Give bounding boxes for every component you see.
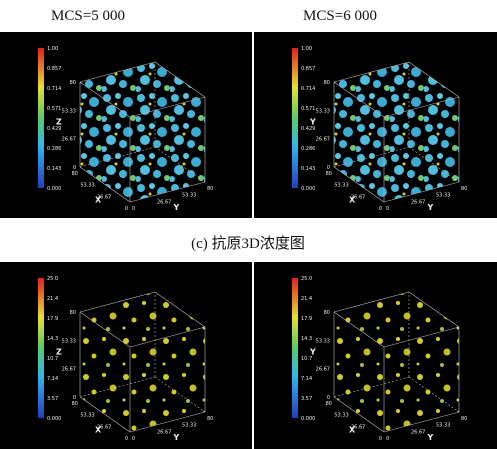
- colorbar: [38, 48, 44, 188]
- axis-tick-label: 0: [379, 436, 382, 442]
- colorbar-tick-label: 14.3: [301, 336, 312, 342]
- axis-tick-label: 53.33: [80, 183, 94, 189]
- colorbar-tick-label: 1.00: [301, 46, 312, 52]
- colorbar-tick-label: 3.57: [47, 396, 58, 402]
- colorbar-tick-label: 0.143: [301, 166, 315, 172]
- colorbar-tick-label: 0.000: [301, 186, 315, 192]
- colorbar-tick-label: 0.286: [301, 146, 315, 152]
- axis-tick-label: 53.33: [316, 108, 330, 114]
- axis-tick-label: 53.33: [182, 193, 196, 199]
- axis-tick-label: 0: [132, 206, 135, 212]
- colorbar-tick-label: 10.7: [47, 356, 58, 362]
- figure: MCS=5 000 MCS=6 000 (c) 抗原3D浓度图 1.00 0.85…: [0, 0, 497, 449]
- axis-tick-label: 53.33: [436, 193, 450, 199]
- colorbar-tick-label: 7.14: [47, 376, 58, 382]
- axis-tick-label: 80: [326, 401, 332, 407]
- axis-tick-label: 26.67: [62, 137, 76, 143]
- colorbar-tick-label: 25.0: [301, 276, 312, 282]
- axis-tick-label: 80: [461, 416, 467, 422]
- axis-tick-label: 26.67: [316, 367, 330, 373]
- axis-name: X: [95, 196, 102, 205]
- axis-tick-label: 0: [379, 206, 382, 212]
- colorbar-tick-label: 0.000: [301, 416, 315, 422]
- axis-tick-label: 80: [70, 80, 76, 86]
- axis-tick-label: 26.67: [316, 137, 330, 143]
- axis-tick-label: 80: [461, 186, 467, 192]
- panel: 1.00 0.857 0.714 0.571 0.429 0.286 0.143 0.000 8…: [0, 32, 252, 218]
- colorbar: [292, 278, 298, 418]
- axis-tick-label: 26.67: [411, 199, 425, 205]
- axis-tick-label: 0: [386, 206, 389, 212]
- axis-name: Y: [309, 348, 316, 357]
- caption: (c) 抗原3D浓度图: [191, 235, 305, 252]
- axis-name: Y: [173, 433, 180, 442]
- axis-tick-label: 53.33: [334, 183, 348, 189]
- colorbar-tick-label: 3.57: [301, 396, 312, 402]
- axis-name: Y: [427, 433, 434, 442]
- axis-tick-label: 80: [324, 80, 330, 86]
- axis-tick-label: 26.67: [157, 199, 171, 205]
- colorbar-tick-label: 0.857: [301, 66, 315, 72]
- axis-tick-label: 80: [207, 186, 213, 192]
- axis-tick-label: 80: [70, 310, 76, 316]
- panel: 25.021.417.914.310.77.143.570.0008053.33…: [0, 262, 252, 449]
- colorbar-tick-label: 1.00: [47, 46, 58, 52]
- axis-tick-label: 53.33: [80, 413, 94, 419]
- colorbar-tick-label: 0.429: [301, 126, 315, 132]
- axis-name: Z: [56, 348, 62, 357]
- colorbar-tick-label: 0.286: [47, 146, 61, 152]
- axis-tick-label: 53.33: [436, 423, 450, 429]
- colorbar-tick-label: 25.0: [47, 276, 58, 282]
- axis-tick-label: 26.67: [62, 367, 76, 373]
- axis-tick-label: 0: [386, 436, 389, 442]
- axis-name: X: [349, 426, 356, 435]
- axis-tick-label: 53.33: [316, 338, 330, 344]
- colorbar-tick-label: 0.000: [47, 186, 61, 192]
- axis-name: Z: [56, 118, 62, 127]
- panel: 1.00 0.857 0.714 0.571 0.429 0.286 0.143 0.000 8…: [254, 32, 497, 218]
- axis-tick-label: 80: [207, 416, 213, 422]
- colorbar: [38, 278, 44, 418]
- axis-tick-label: 0: [132, 436, 135, 442]
- column-label: MCS=6 000: [303, 8, 377, 24]
- axis-tick-label: 80: [324, 310, 330, 316]
- axis-tick-label: 53.33: [62, 338, 76, 344]
- axis-tick-label: 26.67: [157, 429, 171, 435]
- axis-name: X: [95, 426, 102, 435]
- axis-tick-label: 26.67: [411, 429, 425, 435]
- colorbar-tick-label: 10.7: [301, 356, 312, 362]
- colorbar-tick-label: 0.000: [47, 416, 61, 422]
- colorbar-tick-label: 0.571: [47, 106, 61, 112]
- axis-tick-label: 80: [72, 401, 78, 407]
- axis-tick-label: 0: [125, 206, 128, 212]
- axis-name: Y: [427, 203, 434, 212]
- column-label: MCS=5 000: [51, 8, 125, 24]
- colorbar-tick-label: 21.4: [47, 296, 58, 302]
- axis-tick-label: 80: [326, 171, 332, 177]
- colorbar-tick-label: 0.143: [47, 166, 61, 172]
- axis-tick-label: 53.33: [62, 108, 76, 114]
- colorbar-tick-label: 0.714: [47, 86, 61, 92]
- colorbar-tick-label: 21.4: [301, 296, 312, 302]
- colorbar-tick-label: 0.857: [47, 66, 61, 72]
- colorbar-tick-label: 17.9: [47, 316, 58, 322]
- axis-name: X: [349, 196, 356, 205]
- colorbar: [292, 48, 298, 188]
- colorbar-tick-label: 7.14: [301, 376, 312, 382]
- panel: 25.021.417.914.310.77.143.570.0008053.33…: [254, 262, 497, 449]
- axis-name: Y: [309, 118, 316, 127]
- colorbar-tick-label: 17.9: [301, 316, 312, 322]
- colorbar-tick-label: 0.429: [47, 126, 61, 132]
- axis-tick-label: 80: [72, 171, 78, 177]
- colorbar-tick-label: 0.571: [301, 106, 315, 112]
- axis-tick-label: 0: [125, 436, 128, 442]
- colorbar-tick-label: 14.3: [47, 336, 58, 342]
- axis-name: Y: [173, 203, 180, 212]
- axis-tick-label: 53.33: [182, 423, 196, 429]
- axis-tick-label: 53.33: [334, 413, 348, 419]
- colorbar-tick-label: 0.714: [301, 86, 315, 92]
